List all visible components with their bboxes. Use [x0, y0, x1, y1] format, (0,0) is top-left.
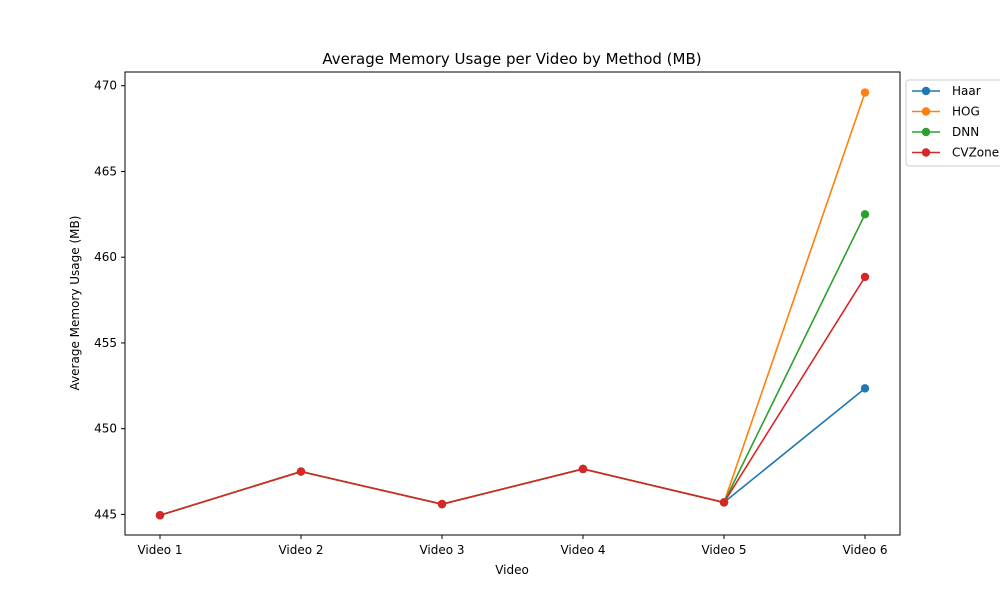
y-tick-label: 465 [94, 164, 117, 178]
y-axis: 445 450 455 460 465 470 [94, 79, 125, 521]
y-axis-label: Average Memory Usage (MB) [68, 216, 82, 391]
data-point-cvzone [578, 464, 588, 474]
chart-title: Average Memory Usage per Video by Method… [322, 50, 701, 68]
plot-frame [124, 71, 901, 536]
series-line-cvzone [159, 276, 866, 517]
legend-label-dnn: DNN [952, 125, 979, 139]
x-tick-label: Video 3 [419, 543, 464, 557]
series-line-haar [159, 387, 866, 517]
legend-marker-haar [921, 86, 931, 96]
y-tick-label: 470 [94, 79, 117, 93]
data-point-cvzone [155, 511, 165, 520]
data-point-cvzone [437, 499, 447, 509]
data-point-dnn [860, 210, 870, 219]
y-tick-label: 460 [94, 250, 117, 264]
x-tick-label: Video 2 [278, 543, 323, 557]
y-tick-label: 455 [94, 336, 117, 350]
legend-marker-hog [921, 107, 931, 116]
legend: Haar HOG DNN CVZone [905, 79, 1000, 167]
legend-box [905, 79, 1000, 167]
series-layer [155, 88, 870, 520]
data-point-haar [860, 384, 870, 393]
y-tick-label: 445 [94, 507, 117, 521]
legend-label-cvzone: CVZone [952, 146, 999, 160]
legend-marker-cvzone [921, 148, 931, 157]
plot-area [124, 71, 901, 536]
x-tick-label: Video 4 [560, 543, 605, 557]
y-tick-label: 450 [94, 422, 117, 436]
legend-marker-dnn [921, 127, 931, 137]
x-tick-label: Video 5 [701, 543, 746, 557]
legend-label-hog: HOG [952, 105, 980, 119]
data-point-cvzone [719, 498, 729, 507]
series-line-dnn [159, 213, 866, 517]
x-tick-label: Video 6 [842, 543, 887, 557]
x-tick-label: Video 1 [137, 543, 182, 557]
data-point-hog [860, 88, 870, 97]
x-axis-label: Video [495, 563, 529, 577]
data-point-cvzone [860, 272, 870, 282]
legend-label-haar: Haar [952, 84, 981, 98]
data-point-cvzone [296, 467, 306, 476]
x-axis: Video 1 Video 2 Video 3 Video 4 Video 5 Video… [137, 535, 888, 557]
series-line-hog [159, 92, 866, 517]
